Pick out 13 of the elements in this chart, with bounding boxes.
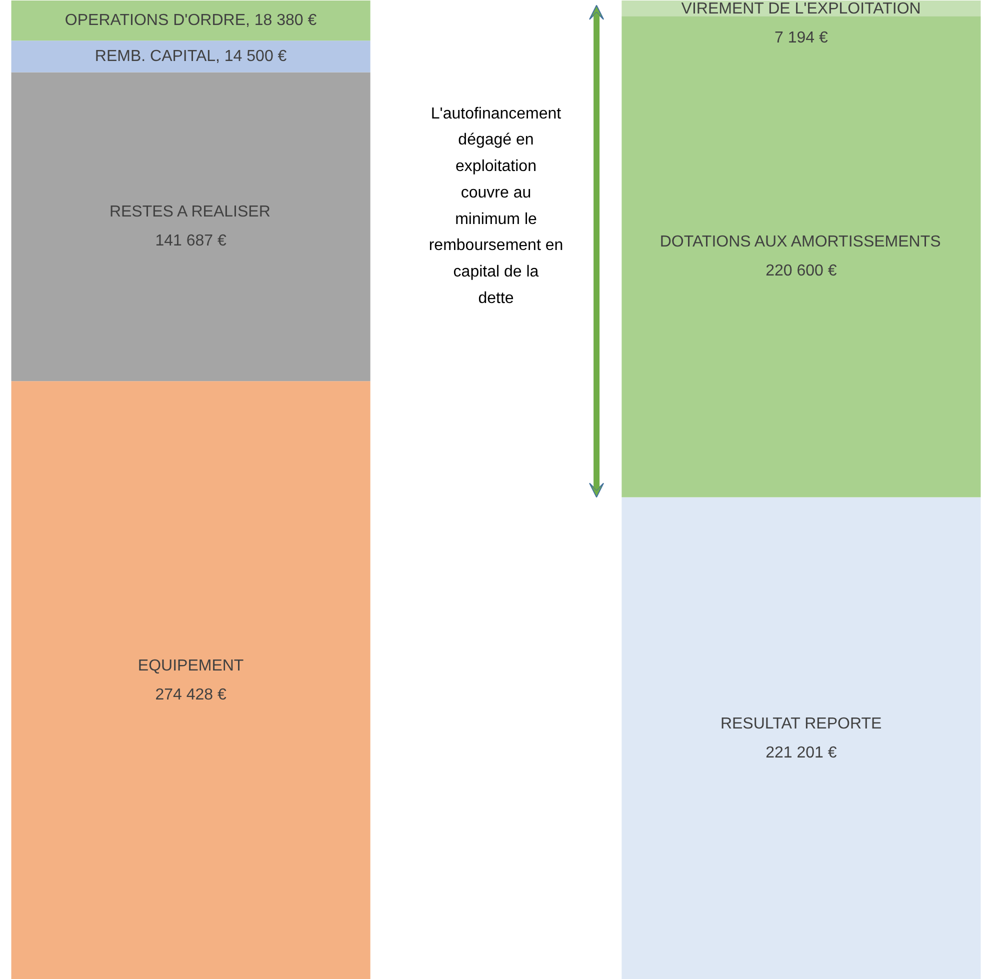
series-label: RESULTAT REPORTE: [720, 715, 882, 732]
series-label: RESTES A REALISER: [109, 204, 270, 221]
data-label: 274 428 €: [155, 686, 226, 704]
data-label: REMB. CAPITAL, 14 500 €: [94, 48, 287, 65]
data-label: 221 201 €: [766, 744, 837, 762]
data-label: 141 687 €: [155, 232, 226, 250]
annotation: L'autofinancement dégagé en exploitation couvre au minimum le remboursement en capital de la dette: [428, 105, 564, 307]
data-label: 220 600 €: [766, 262, 837, 280]
series-label: VIREMENT DE L'EXPLOITATION: [681, 0, 921, 18]
series-label: EQUIPEMENT: [138, 657, 244, 674]
data-label: 7 194 €: [774, 29, 828, 46]
data-label: OPERATIONS D'ORDRE, 18 380 €: [64, 12, 317, 30]
series-label: DOTATIONS AUX AMORTISSEMENTS: [660, 234, 941, 251]
